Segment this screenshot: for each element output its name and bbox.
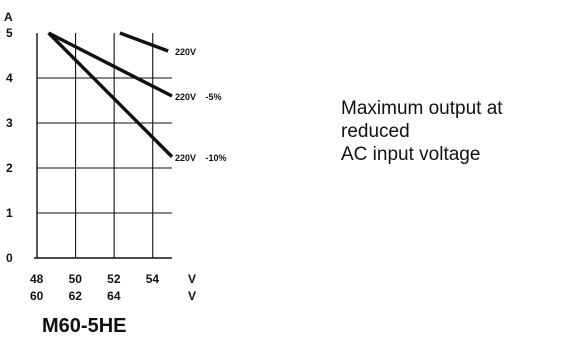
chart-series (47, 31, 174, 158)
series-line (119, 31, 169, 53)
series-label-3: 220V -10% (175, 153, 227, 163)
series-label-main: 220V (175, 153, 196, 163)
x-tick-label: 48 (30, 272, 44, 286)
y-tick-label: 1 (6, 206, 13, 220)
caption-line-2: reduced (341, 121, 410, 142)
derating-chart: 0 1 2 3 4 5 48 50 52 54 60 62 64 220V 220V -5% 220V -10… (4, 10, 227, 337)
series-label-1: 220V (175, 47, 196, 57)
model-name: M60-5HE (42, 315, 126, 337)
series-label-main: 220V (175, 47, 196, 57)
caption-line-3: AC input voltage (341, 144, 481, 165)
y-tick-label: 0 (6, 251, 13, 265)
series-line (47, 31, 174, 158)
y-tick-label: 4 (6, 71, 13, 85)
series-label-main: 220V (175, 92, 196, 102)
chart-axes (34, 33, 172, 259)
caption-line-1: Maximum output at (341, 98, 503, 119)
series-label-suffix: -5% (206, 92, 222, 102)
y-tick-label: 2 (6, 161, 13, 175)
series-label-suffix: -10% (206, 153, 227, 163)
series-line (47, 31, 173, 98)
x-tick-label: 54 (146, 272, 160, 286)
chart-grid (37, 33, 172, 258)
x-tick-label: 52 (107, 272, 121, 286)
x-tick-label: 60 (30, 289, 44, 303)
y-tick-label: 5 (6, 26, 13, 40)
x-tick-label: 64 (107, 289, 121, 303)
x-tick-labels: 48 50 52 54 60 62 64 (30, 272, 159, 303)
caption: Maximum output at reduced AC input volta… (341, 97, 581, 166)
x-tick-label: 50 (69, 272, 83, 286)
series-label-2: 220V -5% (175, 92, 222, 102)
x-axis-unit-1: V (188, 272, 196, 286)
x-axis-unit-2: V (188, 289, 196, 303)
series-labels: 220V 220V -5% 220V -10% (175, 47, 227, 163)
y-tick-label: 3 (6, 116, 13, 130)
y-axis-unit: A (4, 10, 13, 24)
y-tick-labels: 0 1 2 3 4 5 (6, 26, 13, 265)
x-tick-label: 62 (69, 289, 83, 303)
